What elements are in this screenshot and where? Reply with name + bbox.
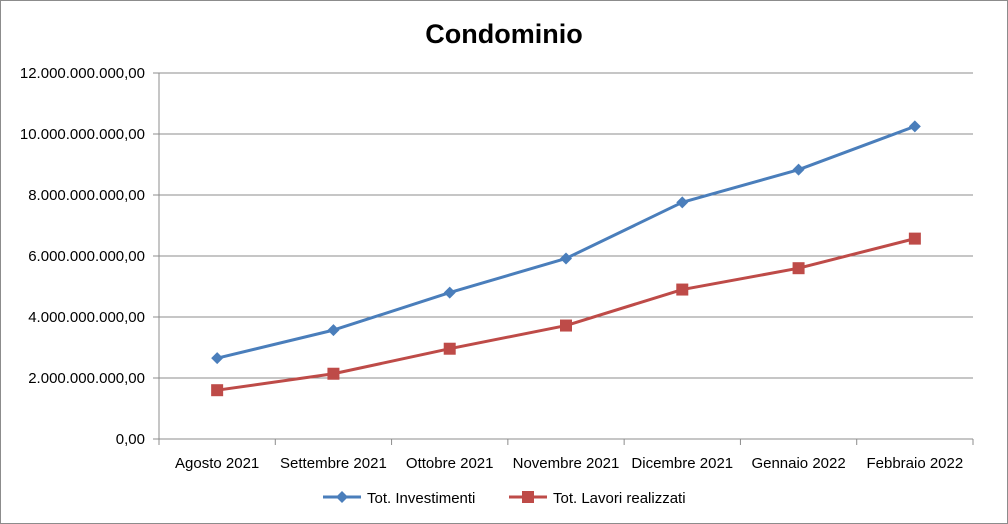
legend-label: Tot. Investimenti — [367, 490, 475, 507]
x-tick-label: Novembre 2021 — [513, 455, 620, 472]
data-point — [908, 232, 921, 245]
data-point — [792, 163, 805, 176]
chart-title: Condominio — [425, 19, 582, 49]
data-point — [560, 252, 572, 265]
y-tick-label: 0,00 — [116, 431, 145, 448]
y-tick-label: 4.000.000.000,00 — [28, 309, 145, 326]
y-tick-label: 6.000.000.000,00 — [28, 248, 145, 265]
x-tick-label: Agosto 2021 — [175, 455, 259, 472]
data-point — [211, 352, 224, 365]
x-tick-label: Ottobre 2021 — [406, 455, 494, 472]
y-tick-label: 12.000.000.000,00 — [20, 65, 145, 82]
data-point — [443, 286, 456, 299]
data-point — [560, 319, 572, 332]
y-axis-tick-labels: 0,00 2.000.000.000,00 4.000.000.000,00 6.00… — [20, 65, 145, 448]
series-2 — [211, 232, 921, 397]
series-layer — [211, 120, 921, 397]
legend: Tot. Investimenti Tot. Lavori realizzati — [323, 490, 686, 507]
legend-marker — [522, 491, 534, 503]
y-tick-label: 8.000.000.000,00 — [28, 187, 145, 204]
y-tick-label: 2.000.000.000,00 — [28, 370, 145, 387]
data-point — [327, 367, 340, 380]
x-tick-label: Settembre 2021 — [280, 455, 387, 472]
data-point — [676, 196, 689, 209]
series-1 — [211, 120, 921, 365]
x-tick-label: Dicembre 2021 — [631, 455, 733, 472]
data-point — [792, 262, 805, 275]
legend-label: Tot. Lavori realizzati — [553, 490, 686, 507]
legend-marker — [336, 491, 348, 503]
y-tick-label: 10.000.000.000,00 — [20, 126, 145, 143]
legend-item: Tot. Lavori realizzati — [509, 490, 686, 507]
legend-item: Tot. Investimenti — [323, 490, 475, 507]
data-point — [327, 324, 340, 337]
x-tick-label: Febbraio 2022 — [866, 455, 963, 472]
x-tick-label: Gennaio 2022 — [751, 455, 845, 472]
x-axis-tick-labels: Agosto 2021 Settembre 2021 Ottobre 2021 Nov… — [175, 455, 963, 472]
data-point — [908, 120, 921, 133]
data-point — [443, 342, 456, 355]
data-point — [211, 384, 224, 397]
data-point — [676, 283, 689, 296]
